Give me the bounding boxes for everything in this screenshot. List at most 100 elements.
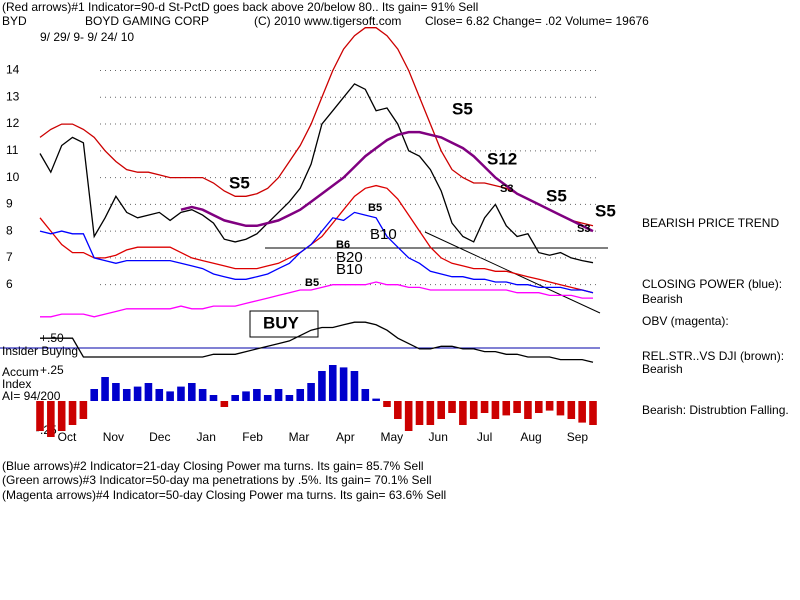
annotation: S5 [452,99,473,118]
x-tick-label: Sep [567,430,589,444]
accum-bar [188,383,196,401]
accum-bar [198,389,207,401]
accum-bar [578,401,586,423]
series-line [40,281,593,318]
date-range: 9/ 29/ 9- 9/ 24/ 10 [40,30,134,44]
accum-bar [36,401,44,431]
annotation: S3 [577,223,590,235]
y-tick-label: 13 [6,89,20,103]
accum-bar [253,389,261,401]
x-tick-label: Feb [242,430,263,444]
series-line [40,321,594,363]
side-label: BEARISH PRICE TREND [642,216,779,230]
accum-bar [231,395,239,401]
accum-bar [589,401,597,425]
symbol: BYD [2,14,27,28]
annotation: B10 [336,261,363,278]
accum-bar [372,398,380,401]
annotation: Accum [2,365,39,379]
y-tick-label: 6 [6,277,13,291]
series-line [39,83,594,264]
x-tick-label: Jan [197,430,216,444]
side-label: CLOSING POWER (blue): [642,277,782,291]
annotation: B5 [368,202,382,214]
accum-bar [437,401,445,419]
accum-bar [524,401,532,419]
accum-bar [242,391,250,401]
accum-bar [90,389,99,401]
x-tick-label: Oct [58,430,77,444]
y-tick-label: +.25 [40,363,64,377]
side-label: Bearish [642,362,683,376]
y-tick-label: 10 [6,170,20,184]
annotation: +.50 [40,331,64,345]
accum-bar [491,401,500,419]
annotation: BUY [263,313,300,332]
series-line [39,184,594,294]
series-line [39,27,594,227]
accum-bar [448,401,456,413]
accum-bar [166,391,174,401]
x-tick-label: May [380,430,403,444]
annotation: S3 [500,183,513,195]
accum-bar [513,401,521,413]
accum-bar [383,401,391,407]
y-tick-label: 7 [6,250,13,264]
annotation: B20 [336,249,363,266]
accum-bar [296,389,305,401]
accum-bar [426,401,435,425]
accum-bar [263,395,272,401]
accum-bar [177,386,185,401]
quote: Close= 6.82 Change= .02 Volume= 19676 [425,14,649,28]
accum-bar [534,401,543,413]
series-line [39,211,594,294]
accum-bar [459,401,467,425]
x-tick-label: Mar [289,430,310,444]
x-tick-label: Aug [520,430,541,444]
accum-bar [122,389,131,401]
accum-bar [57,401,66,431]
accum-bar [209,395,218,401]
y-tick-label: 12 [6,116,20,130]
accum-bar [68,401,77,425]
accum-bar [361,389,370,401]
accum-bar [285,395,294,401]
accum-bar [394,401,402,419]
accum-bar [307,383,315,401]
accum-bar [133,386,142,401]
x-tick-label: Jul [477,430,492,444]
header-line: (Red arrows)#1 Indicator=90-d St-PctD go… [2,0,478,14]
y-tick-label: 9 [6,197,13,211]
accum-bar [480,401,489,413]
accum-bar [469,401,478,419]
accum-bar [274,389,283,401]
annotation: S5 [546,186,567,205]
annotation: B10 [370,226,397,243]
x-tick-label: Jun [429,430,448,444]
accum-bar [220,401,229,407]
footer-line: (Green arrows)#3 Indicator=50-day ma pen… [2,473,432,487]
x-tick-label: Apr [336,430,355,444]
accum-bar [415,401,424,425]
accum-bar [155,389,164,401]
accum-bar [350,371,359,401]
accum-bar [556,401,565,416]
side-label: REL.STR..VS DJI (brown): [642,349,784,363]
accum-bar [328,365,337,401]
accum-bar [101,377,109,401]
annotation: B6 [336,239,350,251]
series-line [180,130,594,233]
side-label: Bearish [642,292,683,306]
accum-bar [339,367,348,401]
annotation: Insider Buying [2,344,78,358]
accum-bar [567,401,576,419]
y-tick-label: 14 [6,63,20,77]
copyright: (C) 2010 www.tigersoft.com [254,14,401,28]
accum-bar [502,401,511,416]
accum-bar [79,401,88,419]
accum-bar [318,371,326,401]
annotation: S12 [487,149,517,168]
